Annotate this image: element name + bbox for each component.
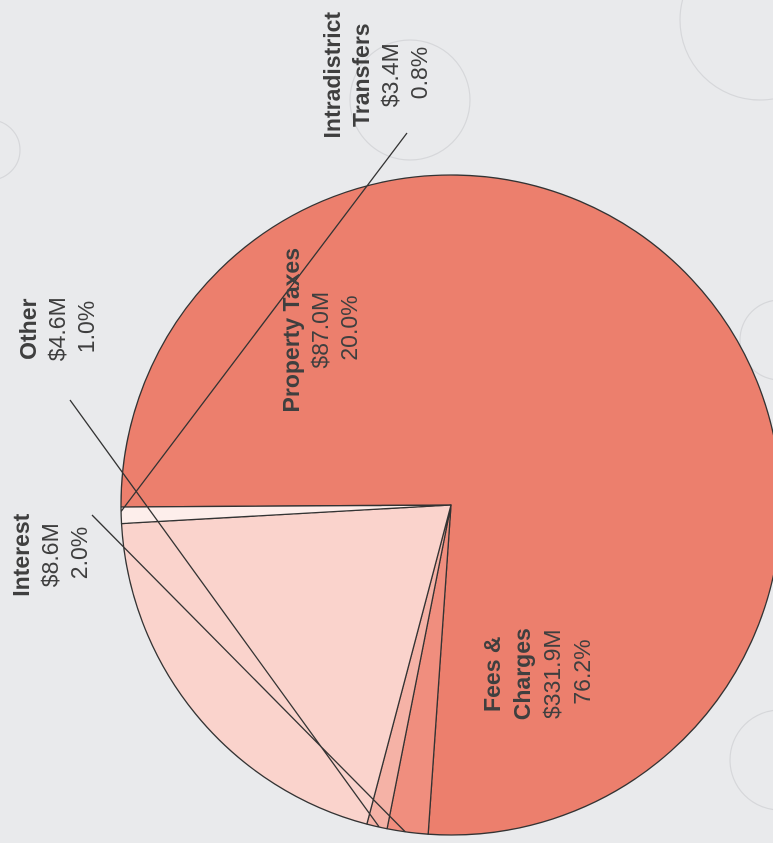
pie-slice-transfers (120, 504, 452, 525)
svg-text:Intradistrict Transfer: Intradistrict Transfers $3.4M 0.8% (319, 8, 432, 139)
label-transfers-name-line1: Intradistrict (319, 12, 345, 139)
leader-line-interest (91, 514, 406, 833)
leader-line-transfers (120, 132, 408, 512)
label-other-amount: $4.6M (44, 297, 70, 361)
label-transfers-name-line2: Transfers (348, 23, 374, 127)
pie-slices (120, 174, 773, 836)
label-interest-percent: 2.0% (66, 527, 92, 579)
leader-line-other (69, 399, 380, 827)
label-interest: Interest $8.6M 2.0% (8, 509, 92, 597)
label-property-percent: 20.0% (336, 295, 362, 360)
leader-lines (69, 132, 408, 833)
label-transfers-percent: 0.8% (406, 47, 432, 99)
label-interest-name: Interest (8, 513, 34, 596)
label-property-name: Property Taxes (278, 248, 304, 412)
label-fees-percent: 76.2% (569, 639, 595, 704)
label-other: Other $4.6M 1.0% (15, 293, 99, 361)
label-interest-amount: $8.6M (37, 523, 63, 587)
label-fees-name-line2: Charges (509, 628, 535, 720)
label-fees: Fees & Charges $331.9M 76.2% (479, 624, 595, 721)
svg-text:Fees & Charges: Fees & Charges $331.9M 76.2% (479, 624, 595, 721)
label-other-percent: 1.0% (73, 301, 99, 353)
label-transfers: Intradistrict Transfers $3.4M 0.8% (319, 8, 432, 139)
label-fees-amount: $331.9M (539, 629, 565, 719)
svg-text:Interest $8.6M: Interest $8.6M 2.0% (8, 509, 92, 597)
label-fees-name-line1: Fees & (479, 637, 505, 712)
label-property: Property Taxes $87.0M 20.0% (278, 244, 362, 413)
label-property-amount: $87.0M (307, 292, 333, 369)
svg-text:Property Taxes $87.0M: Property Taxes $87.0M 20.0% (278, 244, 362, 413)
label-transfers-amount: $3.4M (377, 43, 403, 107)
svg-text:Other $4.6M 1.: Other $4.6M 1.0% (15, 293, 99, 361)
background-decoration (0, 0, 773, 811)
label-other-name: Other (15, 299, 41, 360)
